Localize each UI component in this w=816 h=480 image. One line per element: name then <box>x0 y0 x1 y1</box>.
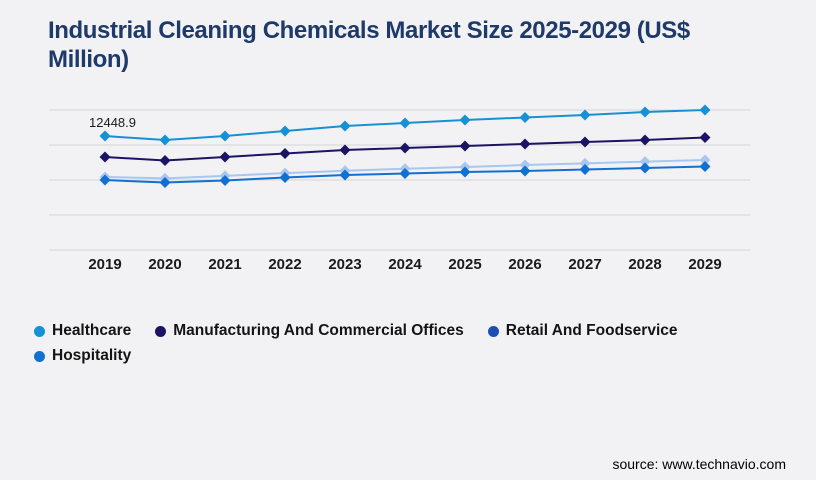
healthcare-point-2028 <box>639 106 651 118</box>
x-tick-2022: 2022 <box>268 256 301 273</box>
hospitality-point-2020 <box>159 177 171 189</box>
hospitality-point-2026 <box>519 165 531 177</box>
x-tick-2023: 2023 <box>328 256 361 273</box>
legend-item-healthcare: Healthcare <box>34 322 131 340</box>
manufacturing-and-commercial-offices-point-2019 <box>99 151 111 163</box>
source-attribution: source: www.technavio.com <box>612 456 786 472</box>
hospitality-point-2022 <box>279 171 291 183</box>
manufacturing-and-commercial-offices-point-2025 <box>459 140 471 152</box>
x-tick-2021: 2021 <box>208 256 241 273</box>
legend-label-manufacturing-and-commercial-offices: Manufacturing And Commercial Offices <box>173 322 464 339</box>
manufacturing-and-commercial-offices-point-2028 <box>639 134 651 146</box>
x-tick-2028: 2028 <box>628 256 661 273</box>
hospitality-point-2019 <box>99 174 111 186</box>
retail-and-foodservice-point-2027 <box>579 157 591 169</box>
legend-dot-healthcare <box>34 325 45 337</box>
legend-label-healthcare: Healthcare <box>52 322 132 339</box>
healthcare-point-2025 <box>459 114 471 126</box>
healthcare-point-2022 <box>279 125 291 137</box>
healthcare-point-2023 <box>339 120 351 132</box>
data-label: 12448.9 <box>89 115 136 130</box>
hospitality-point-2024 <box>399 168 411 180</box>
legend-dot-retail-and-foodservice <box>487 325 499 337</box>
hospitality-point-2027 <box>579 164 591 176</box>
retail-and-foodservice-point-2026 <box>519 159 531 171</box>
manufacturing-and-commercial-offices-point-2026 <box>519 138 531 150</box>
manufacturing-and-commercial-offices-point-2029 <box>699 131 711 143</box>
legend-label-retail-and-foodservice: Retail And Foodservice <box>505 322 678 339</box>
healthcare-point-2027 <box>579 109 591 121</box>
retail-and-foodservice-point-2029 <box>699 154 711 166</box>
market-size-line-chart: 12448.9 2019 2020 2021 2022 2023 2024 2025 2026 2… <box>49 104 750 273</box>
healthcare-point-2021 <box>219 130 231 142</box>
hospitality-point-2021 <box>219 175 231 187</box>
healthcare-point-2020 <box>159 134 171 146</box>
x-tick-2025: 2025 <box>448 256 481 273</box>
manufacturing-and-commercial-offices-point-2020 <box>159 155 171 167</box>
legend-item-manufacturing-and-commercial-offices: Manufacturing And Commercial Offices <box>155 322 464 340</box>
legend-dot-hospitality <box>34 350 45 362</box>
healthcare-point-2019 <box>99 130 111 142</box>
x-tick-2024: 2024 <box>388 256 422 273</box>
manufacturing-and-commercial-offices-point-2023 <box>339 144 351 156</box>
healthcare-point-2029 <box>699 104 711 116</box>
hospitality-point-2025 <box>459 166 471 178</box>
chart-legend: Healthcare Manufacturing And Commercial O… <box>34 322 778 365</box>
hospitality-point-2029 <box>699 161 711 173</box>
hospitality-point-2023 <box>339 169 351 181</box>
x-tick-2020: 2020 <box>148 256 181 273</box>
hospitality-point-2028 <box>639 162 651 174</box>
legend-item-retail-and-foodservice: Retail And Foodservice <box>487 322 678 340</box>
chart-title: Industrial Cleaning Chemicals Market Siz… <box>48 17 690 73</box>
legend-label-hospitality: Hospitality <box>52 347 132 364</box>
healthcare-point-2026 <box>519 112 531 124</box>
x-tick-2019: 2019 <box>88 256 121 273</box>
manufacturing-and-commercial-offices-point-2022 <box>279 148 291 160</box>
healthcare-point-2024 <box>399 117 411 129</box>
x-tick-2026: 2026 <box>508 256 541 273</box>
retail-and-foodservice-point-2028 <box>639 156 651 168</box>
manufacturing-and-commercial-offices-point-2021 <box>219 151 231 163</box>
manufacturing-and-commercial-offices-point-2024 <box>399 142 411 154</box>
legend-dot-manufacturing-and-commercial-offices <box>155 325 167 337</box>
x-tick-2029: 2029 <box>688 256 721 273</box>
x-tick-2027: 2027 <box>568 256 601 273</box>
legend-item-hospitality: Hospitality <box>34 347 131 365</box>
manufacturing-and-commercial-offices-point-2027 <box>579 136 591 148</box>
